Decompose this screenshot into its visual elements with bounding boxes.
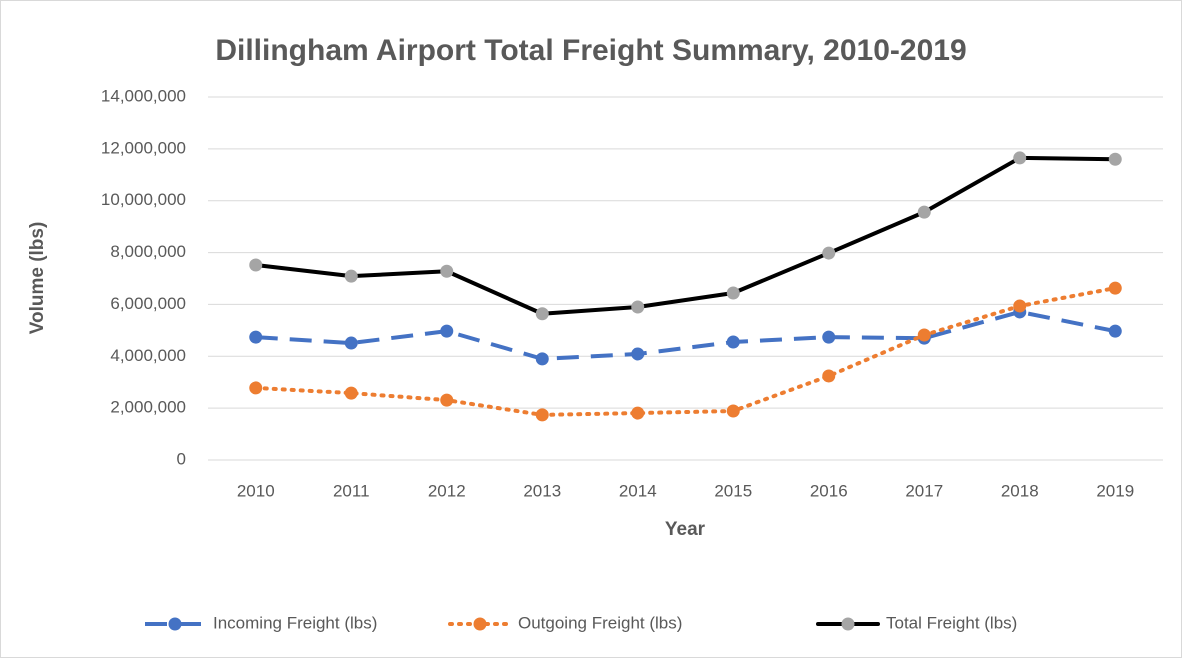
x-tick-label: 2018 [1001, 481, 1039, 500]
data-point [822, 369, 836, 383]
data-point [917, 328, 931, 342]
y-tick-label: 4,000,000 [110, 346, 186, 365]
x-tick-label: 2013 [523, 481, 561, 500]
legend-label: Incoming Freight (lbs) [213, 613, 377, 632]
x-tick-label: 2016 [810, 481, 848, 500]
data-point [631, 406, 645, 420]
data-point [917, 205, 931, 219]
data-point [249, 330, 263, 344]
x-tick-label: 2017 [905, 481, 943, 500]
x-tick-label: 2011 [333, 481, 370, 500]
x-tick-label: 2014 [619, 481, 657, 500]
data-point [1013, 151, 1027, 165]
data-point [440, 324, 454, 338]
data-point [631, 347, 645, 361]
x-tick-label: 2015 [714, 481, 752, 500]
x-axis-label: Year [665, 519, 706, 540]
y-tick-label: 2,000,000 [110, 398, 186, 417]
data-point [344, 336, 358, 350]
data-point [822, 330, 836, 344]
y-tick-label: 6,000,000 [110, 294, 186, 313]
data-point [440, 264, 454, 278]
y-tick-label: 0 [177, 449, 186, 468]
legend-marker [168, 617, 182, 631]
data-point [440, 393, 454, 407]
legend-marker [841, 617, 855, 631]
data-point [535, 408, 549, 422]
data-point [1108, 324, 1122, 338]
series-line [255, 309, 1116, 361]
x-tick-label: 2019 [1096, 481, 1134, 500]
data-point [249, 381, 263, 395]
y-axis-label: Volume (lbs) [27, 222, 48, 335]
data-point [344, 386, 358, 400]
y-tick-label: 8,000,000 [110, 242, 186, 261]
data-point [535, 307, 549, 321]
x-tick-label: 2010 [237, 481, 275, 500]
legend-marker [473, 617, 487, 631]
series-line [253, 286, 1118, 417]
y-tick-label: 10,000,000 [101, 190, 186, 209]
y-tick-label: 12,000,000 [101, 138, 186, 157]
data-point [822, 246, 836, 260]
legend-label: Outgoing Freight (lbs) [518, 613, 682, 632]
data-point [1108, 152, 1122, 166]
y-tick-label: 14,000,000 [101, 86, 186, 105]
data-point [535, 352, 549, 366]
x-tick-label: 2012 [428, 481, 466, 500]
data-point [726, 286, 740, 300]
data-point [344, 269, 358, 283]
data-point [631, 300, 645, 314]
data-point [726, 335, 740, 349]
legend-label: Total Freight (lbs) [886, 613, 1017, 632]
data-point [726, 404, 740, 418]
data-point [1108, 281, 1122, 295]
data-point [249, 258, 263, 272]
chart-title: Dillingham Airport Total Freight Summary… [215, 34, 966, 67]
series-line [253, 155, 1118, 316]
data-point [1013, 299, 1027, 313]
